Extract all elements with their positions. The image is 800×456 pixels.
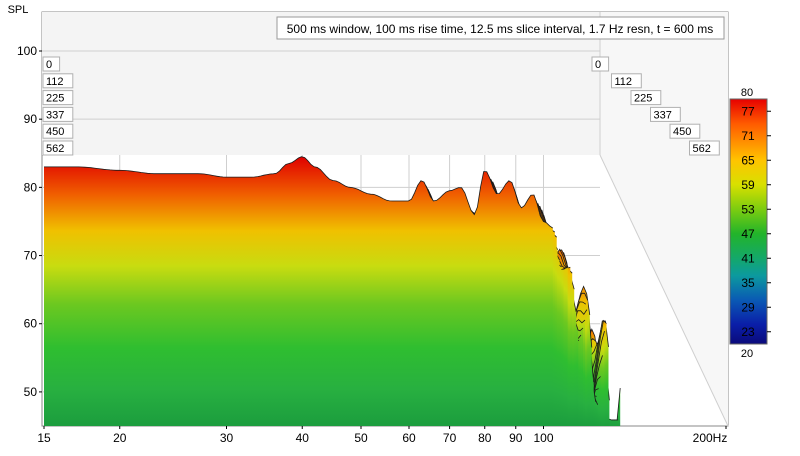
time-label-box-right bbox=[669, 123, 701, 139]
time-label-right: 450 bbox=[673, 126, 691, 138]
colorbar-tick-label: 71 bbox=[741, 129, 755, 143]
x-tick-label: 15 bbox=[37, 431, 51, 445]
time-label-left: 450 bbox=[46, 126, 64, 138]
x-tick-label: 90 bbox=[509, 431, 523, 445]
y-tick-label: 50 bbox=[24, 385, 38, 399]
time-label-box-left bbox=[42, 140, 74, 156]
time-label-left: 0 bbox=[46, 59, 52, 71]
y-tick-label: 90 bbox=[24, 112, 38, 126]
time-label-right: 225 bbox=[634, 93, 652, 105]
waterfall-slice-line bbox=[44, 156, 554, 229]
y-tick-label: 100 bbox=[17, 44, 37, 58]
colorbar-min-label: 20 bbox=[741, 348, 753, 360]
colorbar-tick-label: 59 bbox=[741, 178, 755, 192]
y-axis-ticks: 100 90 80 70 60 50 bbox=[17, 44, 42, 399]
time-label-box-right bbox=[650, 106, 681, 122]
x-tick-label: 60 bbox=[402, 431, 416, 445]
colorbar-tick-label: 77 bbox=[741, 104, 755, 118]
time-label-left: 337 bbox=[46, 109, 64, 121]
time-label-box-right bbox=[591, 56, 610, 72]
time-label-right: 112 bbox=[615, 76, 633, 88]
colorbar-tick-label: 35 bbox=[741, 276, 755, 290]
time-label-right: 562 bbox=[693, 143, 711, 155]
y-tick-label: 80 bbox=[24, 180, 38, 194]
colorbar-max-label: 80 bbox=[741, 87, 753, 99]
chart-title: 500 ms window, 100 ms rise time, 12.5 ms… bbox=[287, 22, 714, 36]
colorbar-ticks: 77 71 65 59 53 47 41 35 29 23 bbox=[741, 104, 771, 339]
colorbar-tick-label: 65 bbox=[741, 153, 755, 167]
x-tick-label: 70 bbox=[443, 431, 457, 445]
time-label-left: 112 bbox=[46, 76, 64, 88]
time-label-box-left bbox=[42, 73, 74, 89]
time-label-left: 562 bbox=[46, 143, 64, 155]
y-tick-label: 60 bbox=[24, 317, 38, 331]
time-label-box-right bbox=[689, 140, 720, 156]
grid-line bbox=[599, 154, 729, 427]
time-label-box-left bbox=[42, 106, 74, 122]
colorbar bbox=[729, 98, 768, 345]
x-tick-label: 40 bbox=[296, 431, 310, 445]
colorbar-tick-label: 23 bbox=[741, 325, 755, 339]
x-tick-label: 80 bbox=[478, 431, 492, 445]
time-label-left: 225 bbox=[46, 93, 64, 105]
waterfall-slices bbox=[44, 156, 621, 426]
colorbar-tick-label: 41 bbox=[741, 251, 755, 265]
y-tick-label: 70 bbox=[24, 249, 38, 263]
colorbar-tick-label: 29 bbox=[741, 300, 755, 314]
time-label-box-left bbox=[42, 56, 61, 72]
x-tick-label: 30 bbox=[220, 431, 234, 445]
time-label-box-left bbox=[42, 90, 74, 106]
title-box bbox=[276, 16, 725, 40]
time-label-box-right bbox=[630, 90, 662, 106]
colorbar-tick-label: 53 bbox=[741, 202, 755, 216]
x-tick-label: 100 bbox=[533, 431, 553, 445]
side-wall bbox=[600, 12, 728, 426]
x-axis-ticks: 15 20 30 40 50 60 70 80 90 100 200Hz bbox=[37, 426, 727, 445]
time-label-right: 337 bbox=[654, 109, 672, 121]
x-tick-label: 20 bbox=[113, 431, 127, 445]
x-tick-label: 50 bbox=[354, 431, 368, 445]
colorbar-tick-label: 47 bbox=[741, 227, 755, 241]
time-label-box-left bbox=[42, 123, 74, 139]
waterfall-slice-fill bbox=[44, 156, 553, 426]
time-labels-left: 0 112 225 337 450 562 bbox=[42, 56, 74, 156]
time-label-right: 0 bbox=[595, 59, 601, 71]
x-tick-label: 200Hz bbox=[693, 431, 728, 445]
y-axis-label: SPL bbox=[8, 4, 29, 16]
time-label-box-right bbox=[611, 73, 642, 89]
